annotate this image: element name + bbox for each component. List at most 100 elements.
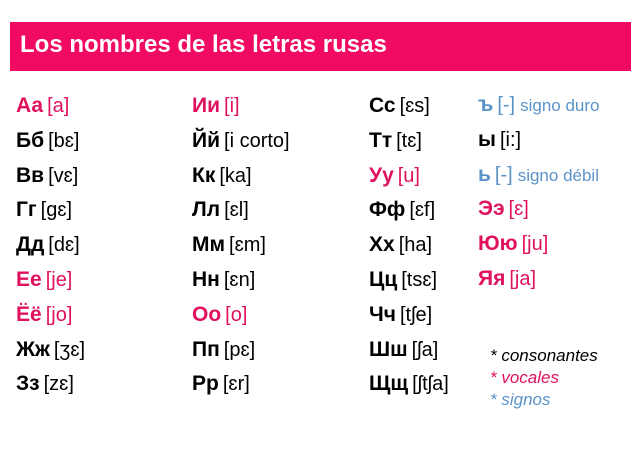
letter-entry: Нн [ɛn] <box>192 266 290 301</box>
letter-entry: Чч [tʃe] <box>369 301 449 336</box>
letter: Ии <box>192 94 221 117</box>
letter: Шш <box>369 337 408 361</box>
pronunciation: [ɛ] <box>508 198 529 221</box>
letter: Гг <box>16 198 37 222</box>
letter: Аа <box>16 94 44 117</box>
letter: Сс <box>369 94 396 117</box>
letter-entry: Жж [ʒɛ] <box>16 336 85 371</box>
pronunciation: [dɛ] <box>48 234 80 257</box>
letter-entry: Цц [tsɛ] <box>369 266 449 301</box>
letter: Цц <box>369 267 398 291</box>
letter: Нн <box>192 267 220 291</box>
pronunciation: [ju] <box>521 233 549 256</box>
pronunciation: [bɛ] <box>48 129 80 152</box>
letter-entry: Щщ [ʃtʃa] <box>369 370 449 405</box>
letter-entry: Оо [o] <box>192 301 290 336</box>
letter: Пп <box>192 337 220 361</box>
letter: Хх <box>369 233 395 257</box>
pronunciation: [ɛs] <box>399 95 430 117</box>
letter: Йй <box>192 128 221 152</box>
letter-note: signo duro <box>520 96 600 115</box>
pronunciation: [ja] <box>509 267 537 290</box>
letter: ы <box>478 127 496 151</box>
letter: Бб <box>16 128 45 152</box>
title-banner: Los nombres de las letras rusas <box>10 22 631 71</box>
letter-entry: Ии [i] <box>192 92 290 127</box>
letter-entry: ъ [-] signo duro <box>478 91 599 126</box>
letter-entry: Дд [dɛ] <box>16 231 85 266</box>
legend: * consonantes * vocales * signos <box>490 345 598 411</box>
letter-entry: Ээ [ɛ] <box>478 195 599 230</box>
letter-entry: Хх [ha] <box>369 231 449 266</box>
letter-entry: Шш [ʃa] <box>369 336 449 371</box>
letter: Дд <box>16 233 45 257</box>
pronunciation: [zɛ] <box>43 373 74 396</box>
letter-column-3: Сс [ɛs] Тт [tɛ] Уу [u] Фф [ɛf] Хх [ha] Цц [tsɛ] Чч [t… <box>369 92 449 405</box>
letter: Ёё <box>16 302 42 326</box>
legend-consonants: * consonantes <box>490 346 598 365</box>
pronunciation: [ʃtʃa] <box>412 373 449 396</box>
letter: Ее <box>16 267 42 291</box>
letter: Фф <box>369 198 406 222</box>
letter: Оо <box>192 302 222 326</box>
letter-entry: Кк [ka] <box>192 162 290 197</box>
letter-entry: Пп [pɛ] <box>192 336 290 371</box>
letter-entry: Мм [ɛm] <box>192 231 290 266</box>
letter-entry: Фф [ɛf] <box>369 196 449 231</box>
letter-column-2: Ии [i] Йй [i corto] Кк [ka] Лл [ɛl] Мм [ɛm] Нн [ɛn]… <box>192 92 290 405</box>
pronunciation: [tsɛ] <box>401 268 438 291</box>
letter: Вв <box>16 163 45 187</box>
letter-entry: Яя [ja] <box>478 265 599 300</box>
letter: Зз <box>16 372 40 396</box>
pronunciation: [ɛl] <box>224 199 249 222</box>
letter: Рр <box>192 372 219 396</box>
page-title: Los nombres de las letras rusas <box>20 31 387 58</box>
pronunciation: [u] <box>397 164 420 187</box>
pronunciation: [pɛ] <box>223 338 256 361</box>
letter: Яя <box>478 266 506 290</box>
letter-entry: Тт [tɛ] <box>369 127 449 162</box>
letter-entry: Зз [zɛ] <box>16 370 85 405</box>
pronunciation: [ʒɛ] <box>53 338 86 361</box>
letter: ь <box>478 162 491 186</box>
letter-entry: Ёё [jo] <box>16 301 85 336</box>
pronunciation: [i] <box>224 95 240 117</box>
pronunciation: [tʃe] <box>399 303 433 326</box>
letter-column-4: ъ [-] signo duro ы [i:] ь [-] signo débil Ээ [ɛ] Ю… <box>478 91 599 300</box>
pronunciation: [ha] <box>398 234 433 257</box>
pronunciation: [ɛr] <box>222 373 250 396</box>
letter: Жж <box>16 337 50 361</box>
letter: Ээ <box>478 197 505 221</box>
pronunciation: [a] <box>47 95 70 117</box>
pronunciation: [tɛ] <box>396 129 422 152</box>
pronunciation: [ɛn] <box>223 268 256 291</box>
letter-column-1: Аа [a] Бб [bɛ] Вв [vɛ] Гг [gɛ] Дд [dɛ] Ее [je] Ёё [jo… <box>16 92 85 405</box>
letter-entry: Сс [ɛs] <box>369 92 449 127</box>
pronunciation: [o] <box>225 303 248 326</box>
letter-entry: Гг [gɛ] <box>16 196 85 231</box>
pronunciation: [jo] <box>45 303 73 326</box>
pronunciation: [ɛm] <box>229 234 266 257</box>
letter: Лл <box>192 198 221 222</box>
letter-entry: Йй [i corto] <box>192 127 290 162</box>
pronunciation: [ʃa] <box>411 338 439 361</box>
pronunciation: [-] <box>497 94 516 116</box>
letter-entry: Лл [ɛl] <box>192 196 290 231</box>
letter-entry: Уу [u] <box>369 162 449 197</box>
pronunciation: [je] <box>45 268 73 291</box>
letter-entry: Рр [ɛr] <box>192 370 290 405</box>
pronunciation: [-] <box>494 163 513 186</box>
legend-vowels: * vocales <box>490 368 559 387</box>
letter-entry: Юю [ju] <box>478 230 599 265</box>
letter: Щщ <box>369 372 409 396</box>
legend-signs: * signos <box>490 390 551 409</box>
letter-entry: ы [i:] <box>478 126 599 161</box>
letter-entry: Ее [je] <box>16 266 85 301</box>
letter-entry: Аа [a] <box>16 92 85 127</box>
letter: ъ <box>478 93 494 116</box>
pronunciation: [vɛ] <box>48 164 79 187</box>
pronunciation: [ka] <box>219 164 252 187</box>
pronunciation: [i corto] <box>224 129 290 152</box>
letter: Тт <box>369 128 393 152</box>
letter-entry: Вв [vɛ] <box>16 162 85 197</box>
